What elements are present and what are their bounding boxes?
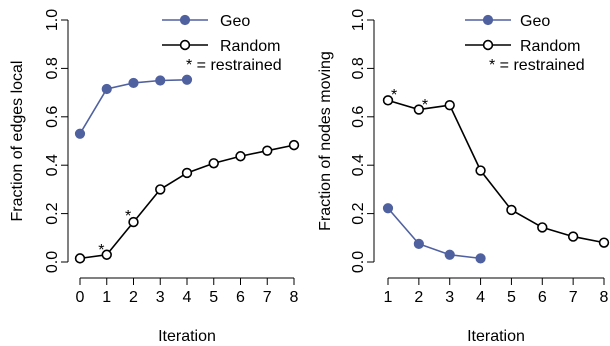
c0-series-random-point-8 (288, 139, 300, 151)
c0-series-geo-point-4 (181, 74, 193, 85)
c1-x-tick-label-0: 1 (384, 289, 393, 306)
c0-legend-geo-label: Geo (220, 13, 250, 30)
c0-legend-random-marker (179, 39, 191, 51)
c1-x-tick-label-5: 6 (538, 289, 547, 306)
c1-series-random-point-4 (506, 204, 517, 216)
c0-legend: Geo Random * = restrained (162, 13, 282, 74)
c1-legend: Geo Random * = restrained (465, 13, 585, 74)
c1-series-random-point-1 (413, 104, 425, 115)
c0-series-random-point-7 (262, 145, 273, 156)
c0-series-random-point-3 (155, 184, 166, 195)
c1-legend-geo-marker (482, 14, 494, 26)
c1-legend-random-marker (482, 39, 494, 51)
c1-x-tick-label-4: 5 (507, 289, 516, 306)
c0-y-tick-label-5: 1.0 (44, 9, 61, 31)
c0-y-tick-label-3: 0.6 (44, 106, 61, 128)
c0-y-axis-title: Fraction of edges local (9, 61, 26, 222)
c0-restrained-marker-1: * (125, 208, 131, 225)
c0-series-random-point-1 (101, 249, 112, 260)
c1-legend-restrained-note: * = restrained (489, 57, 585, 74)
c1-series-random-point-3 (475, 165, 486, 176)
c0-x-tick-label-0: 0 (76, 289, 85, 306)
c0-y-tick-label-0: 0.0 (44, 251, 61, 273)
c0-series-random-point-5 (208, 158, 219, 169)
c1-x-axis-title: Iteration (467, 328, 525, 345)
c0-y-tick-label-4: 0.8 (44, 57, 61, 79)
c0-x-tick-label-3: 3 (156, 289, 165, 306)
c1-series-geo-point-3 (475, 253, 486, 264)
c0-series-geo-point-0 (74, 128, 86, 139)
c0-y-tick-label-1: 0.2 (44, 202, 61, 224)
c0-series-random-point-4 (181, 167, 193, 179)
c1-series-random-point-5 (537, 222, 548, 233)
c1-restrained-marker-1: * (422, 97, 428, 114)
c0-series-random-point-0 (74, 253, 86, 264)
c0-x-tick-label-5: 5 (209, 289, 218, 306)
c1-series-geo-line (387, 207, 481, 260)
c1-y-tick-label-5: 1.0 (350, 9, 367, 31)
c1-series-random-point-7 (598, 237, 610, 248)
c0-series-random-point-2 (128, 216, 139, 228)
c1-restrained-marker-0: * (391, 87, 397, 104)
c1-x-tick-label-1: 2 (414, 289, 423, 306)
c0-series-geo-point-3 (155, 75, 166, 86)
c0-legend-restrained-note: * = restrained (186, 57, 282, 74)
c0-y-tick-label-2: 0.4 (44, 154, 61, 176)
chart-edges-local: 0.0 0.2 0.4 0.6 0.8 1.0 0 1 2 3 4 5 6 7 8 Iteration Frac… (9, 9, 300, 345)
c0-restrained-marker-0: * (98, 242, 104, 259)
c1-legend-geo-label: Geo (520, 13, 550, 30)
c1-x-tick-label-6: 7 (569, 289, 578, 306)
c0-x-tick-label-2: 2 (129, 289, 138, 306)
c0-x-tick-label-7: 7 (263, 289, 272, 306)
c1-legend-random-label: Random (520, 38, 580, 55)
c0-x-tick-label-4: 4 (183, 289, 192, 306)
c1-x-tick-label-2: 3 (445, 289, 454, 306)
c1-series-geo-point-0 (382, 203, 394, 214)
c1-y-tick-label-2: 0.4 (350, 154, 367, 176)
chart-nodes-moving: 0.0 0.2 0.4 0.6 0.8 1.0 1 2 3 4 5 6 7 8 Iteration Fract… (317, 9, 610, 345)
c0-series-random-point-6 (235, 151, 246, 162)
c1-y-tick-label-3: 0.6 (350, 106, 367, 128)
c1-series-geo-point-2 (444, 249, 455, 260)
c1-series-geo-point-1 (413, 238, 424, 249)
c1-series-random-line (387, 99, 605, 244)
c0-series-geo-point-2 (128, 77, 139, 89)
c0-x-axis-title: Iteration (158, 328, 216, 345)
c1-y-tick-label-0: 0.0 (350, 251, 367, 273)
c0-x-tick-label-1: 1 (102, 289, 111, 306)
c0-legend-geo-marker (179, 14, 191, 26)
c1-series-random-point-2 (444, 99, 455, 111)
c1-y-axis-title: Fraction of nodes moving (317, 51, 334, 231)
c1-x-tick-label-7: 8 (600, 289, 609, 306)
c0-series-random-line (79, 144, 295, 260)
c0-series-geo-point-1 (101, 83, 112, 95)
c1-series-random-point-0 (382, 95, 394, 106)
c1-x-tick-label-3: 4 (476, 289, 485, 306)
c0-x-tick-label-8: 8 (290, 289, 299, 306)
c1-y-tick-label-4: 0.8 (350, 57, 367, 79)
c1-series-random-point-6 (567, 231, 579, 242)
c0-legend-random-label: Random (220, 38, 280, 55)
c0-x-tick-label-6: 6 (236, 289, 245, 306)
c1-y-tick-label-1: 0.2 (350, 202, 367, 224)
